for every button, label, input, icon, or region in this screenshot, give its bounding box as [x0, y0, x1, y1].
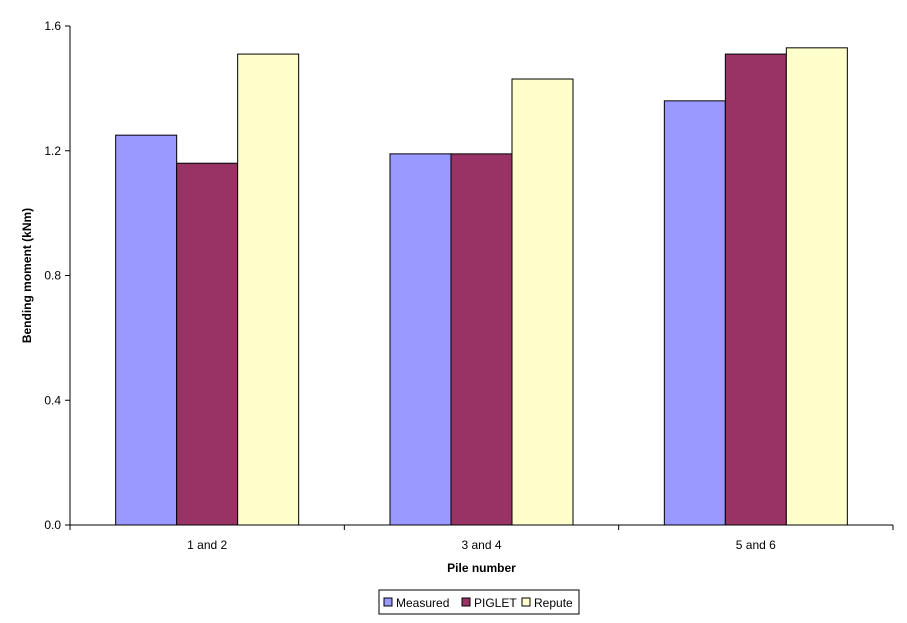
bar-repute-1 [237, 53, 300, 526]
bar-piglet-2 [450, 153, 513, 526]
legend-swatch-measured [383, 597, 393, 607]
bar-piglet-1 [176, 162, 239, 526]
y-tick-label: 0.4 [44, 393, 61, 407]
bar-piglet-3 [724, 53, 787, 526]
y-axis-title: Bending moment (kNm) [20, 208, 34, 343]
y-tick-label: 1.6 [44, 19, 61, 33]
bar-measured-3 [663, 100, 726, 526]
bar-measured-1 [115, 134, 178, 526]
x-tick-label: 3 and 4 [461, 538, 501, 552]
legend-swatch-repute [521, 597, 531, 607]
bar-repute-2 [511, 78, 574, 526]
y-ticks: 0.0 0.4 0.8 1.2 1.6 [44, 19, 70, 532]
legend-label-repute: Repute [534, 596, 573, 610]
legend-box [378, 589, 580, 615]
bars-group [115, 47, 848, 526]
bar-repute-3 [785, 47, 848, 526]
legend-swatch-piglet [461, 597, 471, 607]
y-tick-label: 0.8 [44, 269, 61, 283]
x-ticks: 1 and 2 3 and 4 5 and 6 [69, 525, 894, 552]
bar-measured-2 [389, 153, 452, 526]
y-tick-label: 1.2 [44, 144, 61, 158]
y-tick-label: 0.0 [44, 518, 61, 532]
legend-label-piglet: PIGLET [474, 596, 517, 610]
x-tick-label: 5 and 6 [736, 538, 776, 552]
x-axis-title: Pile number [447, 561, 516, 575]
legend-label-measured: Measured [396, 596, 449, 610]
legend: Measured PIGLET Repute [378, 589, 580, 615]
x-tick-label: 1 and 2 [187, 538, 227, 552]
